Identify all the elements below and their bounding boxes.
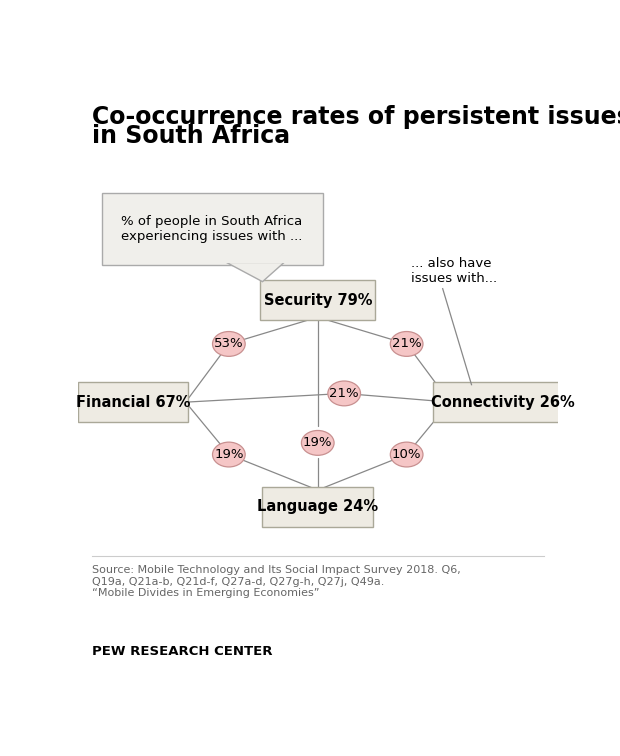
FancyBboxPatch shape	[260, 280, 376, 320]
FancyBboxPatch shape	[102, 193, 322, 265]
Text: Source: Mobile Technology and Its Social Impact Survey 2018. Q6,
Q19a, Q21a-b, Q: Source: Mobile Technology and Its Social…	[92, 565, 461, 598]
FancyBboxPatch shape	[78, 383, 188, 422]
Ellipse shape	[391, 332, 423, 356]
Ellipse shape	[213, 442, 245, 467]
Text: PEW RESEARCH CENTER: PEW RESEARCH CENTER	[92, 646, 272, 658]
Text: 19%: 19%	[214, 448, 244, 461]
Text: 21%: 21%	[392, 337, 422, 351]
Text: % of people in South Africa
experiencing issues with ...: % of people in South Africa experiencing…	[122, 215, 303, 243]
Ellipse shape	[301, 430, 334, 455]
Ellipse shape	[328, 381, 360, 406]
FancyBboxPatch shape	[262, 487, 373, 527]
Text: Language 24%: Language 24%	[257, 500, 378, 514]
Text: Connectivity 26%: Connectivity 26%	[431, 395, 575, 410]
Text: Financial 67%: Financial 67%	[76, 395, 190, 410]
Ellipse shape	[391, 442, 423, 467]
Text: 19%: 19%	[303, 436, 332, 449]
Text: in South Africa: in South Africa	[92, 125, 290, 148]
Text: 21%: 21%	[329, 387, 359, 400]
Text: Co-occurrence rates of persistent issues: Co-occurrence rates of persistent issues	[92, 105, 620, 129]
Polygon shape	[226, 262, 284, 282]
FancyBboxPatch shape	[433, 383, 572, 422]
Ellipse shape	[213, 332, 245, 356]
Text: 53%: 53%	[214, 337, 244, 351]
Text: 10%: 10%	[392, 448, 422, 461]
Text: Security 79%: Security 79%	[264, 293, 372, 308]
Text: ... also have
issues with...: ... also have issues with...	[412, 257, 498, 285]
